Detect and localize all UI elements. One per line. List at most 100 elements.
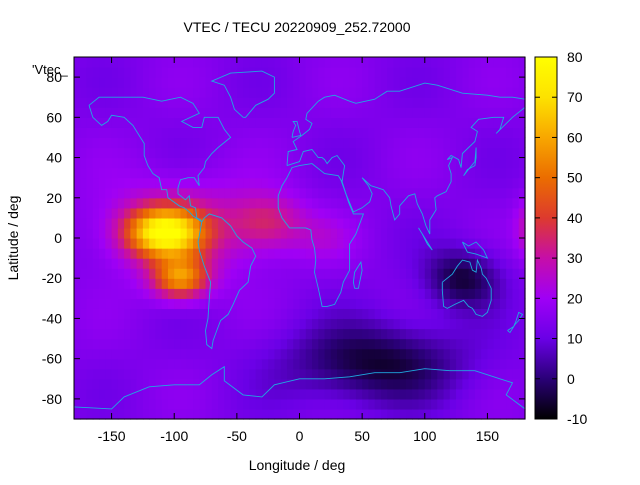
- heatmap-cell: [286, 298, 294, 309]
- heatmap-cell: [218, 187, 225, 199]
- heatmap-cell: [74, 318, 81, 330]
- heatmap-cell: [130, 278, 138, 289]
- heatmap-cell: [349, 308, 357, 320]
- heatmap-cell: [305, 408, 313, 420]
- heatmap-cell: [362, 87, 369, 98]
- heatmap-cell: [362, 298, 369, 309]
- heatmap-cell: [92, 187, 100, 199]
- heatmap-cell: [443, 137, 451, 149]
- heatmap-cell: [199, 77, 207, 88]
- heatmap-cell: [468, 348, 476, 360]
- colorbar-tick-label: 80: [567, 49, 583, 65]
- heatmap-cell: [380, 238, 388, 249]
- heatmap-cell: [443, 87, 451, 98]
- heatmap-cell: [424, 57, 432, 68]
- heatmap-cell: [280, 258, 288, 269]
- heatmap-cell: [205, 308, 213, 320]
- heatmap-cell: [518, 187, 526, 199]
- heatmap-cell: [105, 97, 113, 108]
- heatmap-cell: [155, 57, 163, 68]
- heatmap-cell: [186, 127, 194, 139]
- heatmap-cell: [405, 207, 413, 219]
- heatmap-cell: [155, 398, 163, 410]
- heatmap-cell: [418, 348, 426, 360]
- heatmap-cell: [506, 388, 514, 400]
- x-axis-label: Longitude / deg: [249, 457, 346, 473]
- heatmap-cell: [205, 318, 213, 330]
- heatmap-cell: [117, 368, 125, 380]
- heatmap-cell: [268, 137, 276, 149]
- heatmap-cell: [80, 268, 88, 279]
- heatmap-cell: [117, 378, 125, 390]
- heatmap-cell: [243, 398, 250, 410]
- heatmap-cell: [431, 358, 438, 370]
- heatmap-cell: [117, 308, 125, 320]
- heatmap-cell: [499, 167, 507, 179]
- heatmap-cell: [337, 187, 344, 199]
- heatmap-cell: [99, 238, 106, 249]
- heatmap-cell: [456, 248, 463, 259]
- heatmap-cell: [380, 318, 388, 330]
- heatmap-cell: [124, 298, 131, 309]
- heatmap-cell: [380, 57, 388, 68]
- heatmap-cell: [299, 388, 307, 400]
- heatmap-cell: [468, 177, 476, 189]
- heatmap-cell: [99, 107, 106, 118]
- heatmap-cell: [368, 328, 376, 340]
- heatmap-cell: [74, 97, 81, 108]
- heatmap-cell: [387, 368, 395, 380]
- heatmap-cell: [117, 318, 125, 330]
- heatmap-cell: [412, 408, 420, 420]
- heatmap-cell: [299, 137, 307, 149]
- heatmap-cell: [255, 238, 263, 249]
- heatmap-cell: [236, 107, 244, 118]
- heatmap-cell: [92, 238, 100, 249]
- heatmap-cell: [499, 197, 507, 209]
- heatmap-cell: [261, 288, 269, 299]
- heatmap-cell: [380, 248, 388, 259]
- heatmap-cell: [261, 177, 269, 189]
- heatmap-cell: [174, 308, 182, 320]
- heatmap-cell: [305, 87, 313, 98]
- heatmap-cell: [236, 248, 244, 259]
- heatmap-cell: [161, 358, 169, 370]
- heatmap-cell: [149, 308, 157, 320]
- heatmap-cell: [362, 328, 369, 340]
- x-tick-label: 50: [354, 428, 370, 444]
- heatmap-cell: [142, 227, 150, 239]
- heatmap-cell: [299, 197, 307, 209]
- heatmap-cell: [362, 338, 369, 350]
- heatmap-cell: [293, 308, 301, 320]
- heatmap-cell: [230, 348, 238, 360]
- heatmap-cell: [111, 207, 119, 219]
- heatmap-cell: [330, 258, 338, 269]
- heatmap-cell: [305, 278, 313, 289]
- heatmap-cell: [481, 217, 489, 229]
- heatmap-cell: [174, 57, 182, 68]
- heatmap-cell: [205, 97, 213, 108]
- heatmap-cell: [443, 127, 451, 139]
- heatmap-cell: [230, 67, 238, 78]
- heatmap-cell: [512, 268, 520, 279]
- heatmap-cell: [142, 298, 150, 309]
- heatmap-cell: [124, 97, 131, 108]
- heatmap-cell: [318, 97, 326, 108]
- heatmap-cell: [330, 147, 338, 159]
- heatmap-cell: [99, 127, 106, 139]
- heatmap-cell: [199, 248, 207, 259]
- heatmap-cell: [255, 117, 263, 128]
- heatmap-cell: [99, 57, 106, 68]
- heatmap-cell: [399, 207, 407, 219]
- colorbar: [534, 56, 558, 420]
- heatmap-cell: [86, 288, 94, 299]
- heatmap-cell: [155, 408, 163, 420]
- heatmap-cell: [130, 97, 138, 108]
- heatmap-cell: [437, 97, 445, 108]
- heatmap-cell: [193, 318, 200, 330]
- heatmap-cell: [499, 298, 507, 309]
- heatmap-cell: [418, 338, 426, 350]
- heatmap-cell: [312, 288, 319, 299]
- heatmap-cell: [249, 77, 257, 88]
- heatmap-cell: [86, 167, 94, 179]
- heatmap-cell: [180, 167, 188, 179]
